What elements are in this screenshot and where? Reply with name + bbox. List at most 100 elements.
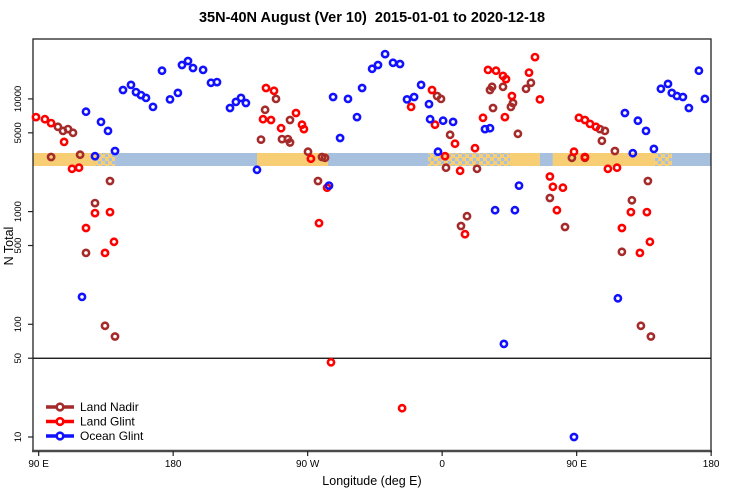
strip-segment-ocean	[539, 153, 553, 166]
data-point	[367, 64, 377, 74]
data-point	[552, 205, 562, 215]
legend-marker	[55, 431, 65, 441]
data-point	[165, 95, 175, 104]
data-point	[545, 193, 555, 203]
data-point	[436, 94, 446, 104]
data-point	[320, 153, 330, 163]
data-point	[141, 93, 151, 103]
legend-label: Land Glint	[80, 415, 135, 429]
data-point	[326, 357, 336, 367]
strip-segment-mixed	[654, 153, 672, 166]
data-point	[430, 120, 440, 130]
data-point	[684, 103, 694, 113]
y-tick-label: 5000	[13, 122, 24, 143]
data-point	[470, 143, 480, 153]
data-point	[456, 221, 466, 231]
data-point	[59, 137, 69, 147]
y-axis-label: N Total	[2, 226, 16, 266]
data-point	[462, 211, 472, 221]
data-point	[425, 114, 435, 124]
data-point	[397, 403, 407, 413]
surface-strip	[32, 153, 711, 166]
data-point	[109, 237, 119, 247]
data-point	[441, 163, 451, 173]
data-point	[500, 112, 510, 122]
data-point	[438, 116, 448, 126]
data-point	[188, 63, 198, 73]
data-point	[118, 85, 128, 95]
series-land-nadir	[46, 78, 656, 341]
data-point	[269, 86, 279, 96]
data-point	[291, 108, 301, 118]
data-point	[485, 123, 495, 133]
data-point	[183, 56, 193, 66]
data-point	[636, 321, 646, 331]
data-point	[388, 58, 398, 68]
data-point	[74, 163, 84, 173]
data-point	[506, 102, 516, 112]
data-point	[100, 321, 110, 331]
data-point	[380, 49, 390, 59]
data-point	[455, 166, 465, 176]
data-point	[225, 103, 235, 113]
data-point	[157, 66, 167, 76]
data-point	[409, 92, 419, 102]
series-ocean-glint	[77, 49, 710, 442]
data-point	[663, 79, 673, 89]
data-point	[620, 108, 630, 118]
data-point	[427, 85, 437, 95]
data-point	[649, 144, 659, 154]
chart-title: 35N-40N August (Ver 10) 2015-01-01 to 20…	[198, 10, 546, 26]
data-point	[700, 94, 710, 104]
data-point	[81, 107, 91, 117]
data-point	[90, 151, 100, 161]
x-tick-label: 180	[165, 459, 182, 470]
strip-segment-mixed	[96, 153, 116, 166]
data-point	[450, 139, 460, 149]
data-point	[105, 176, 115, 186]
data-point	[460, 229, 470, 239]
data-point	[627, 195, 637, 205]
x-axis-label: Longitude (deg E)	[322, 474, 422, 488]
strip-segment-land	[552, 153, 655, 166]
data-point	[198, 65, 208, 75]
data-point	[491, 66, 501, 76]
data-point	[46, 152, 56, 162]
data-point	[642, 207, 652, 217]
data-point	[490, 205, 500, 215]
data-point	[40, 114, 50, 124]
data-point	[646, 332, 656, 341]
data-point	[448, 117, 458, 127]
data-point	[678, 92, 688, 102]
data-point	[258, 114, 268, 124]
data-point	[507, 91, 517, 101]
data-point	[357, 83, 367, 93]
data-point	[81, 248, 91, 258]
data-point	[105, 207, 115, 217]
data-point	[90, 198, 100, 208]
legend-marker	[55, 416, 65, 427]
data-point	[75, 150, 85, 160]
data-point	[656, 84, 666, 94]
data-point	[445, 130, 455, 140]
data-point	[77, 292, 87, 302]
data-point	[513, 129, 523, 139]
data-point	[352, 112, 362, 122]
data-point	[545, 172, 555, 181]
y-tick-label: 10000	[13, 86, 24, 112]
data-point	[406, 102, 416, 112]
data-point	[148, 102, 158, 112]
data-point	[110, 146, 120, 156]
data-point	[261, 83, 271, 93]
data-point	[373, 60, 383, 70]
data-point	[597, 136, 607, 146]
data-point	[236, 93, 246, 103]
data-point	[535, 95, 545, 104]
x-tick-label: 90 W	[296, 459, 320, 470]
data-point	[31, 112, 41, 122]
data-point	[440, 151, 450, 161]
series-land-glint	[31, 52, 655, 413]
strip-segment-ocean	[671, 153, 711, 166]
data-point	[488, 103, 498, 113]
